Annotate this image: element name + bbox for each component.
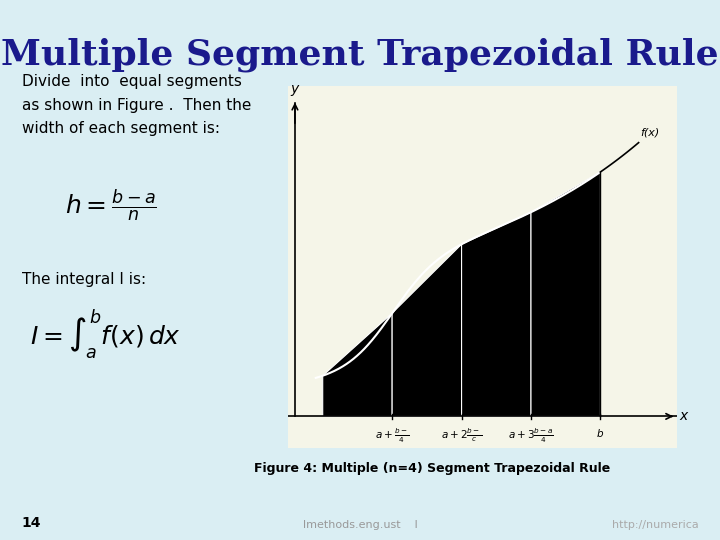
Text: Divide  into  equal segments
as shown in Figure .  Then the
width of each segmen: Divide into equal segments as shown in F… — [22, 74, 251, 136]
Text: $I = \int_{a}^{b} f(x)\,dx$: $I = \int_{a}^{b} f(x)\,dx$ — [30, 307, 181, 361]
Text: $a+2\frac{b-}{c}$: $a+2\frac{b-}{c}$ — [441, 427, 482, 444]
Polygon shape — [323, 313, 392, 416]
Text: $b$: $b$ — [596, 427, 605, 439]
Text: Multiple Segment Trapezoidal Rule: Multiple Segment Trapezoidal Rule — [1, 38, 719, 72]
Text: $a+3\frac{b-a}{4}$: $a+3\frac{b-a}{4}$ — [508, 427, 554, 446]
Text: $a+\frac{b-}{4}$: $a+\frac{b-}{4}$ — [375, 427, 410, 446]
Polygon shape — [531, 172, 600, 416]
Text: $h = \frac{b-a}{n}$: $h = \frac{b-a}{n}$ — [65, 187, 157, 224]
Text: http://numerica: http://numerica — [612, 520, 698, 530]
Text: Figure 4: Multiple (n=4) Segment Trapezoidal Rule: Figure 4: Multiple (n=4) Segment Trapezo… — [254, 462, 610, 475]
Polygon shape — [462, 212, 531, 416]
Text: y: y — [291, 82, 299, 96]
Text: The integral I is:: The integral I is: — [22, 272, 145, 287]
Text: x: x — [680, 409, 688, 423]
Text: lmethods.eng.ust    l: lmethods.eng.ust l — [302, 520, 418, 530]
Polygon shape — [392, 244, 462, 416]
Text: 14: 14 — [22, 516, 41, 530]
Text: f(x): f(x) — [641, 127, 660, 137]
